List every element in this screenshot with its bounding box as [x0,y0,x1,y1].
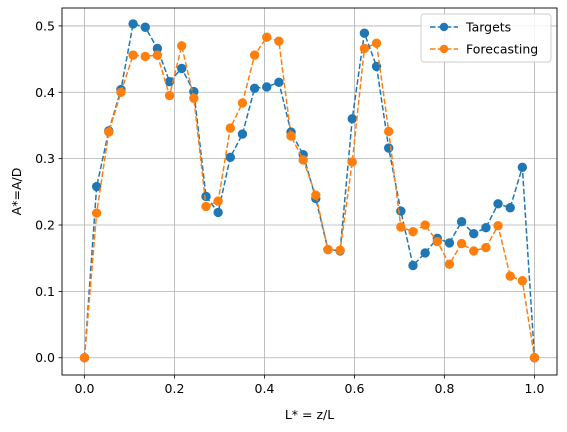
series-forecasting [79,32,540,363]
x-axis-label: L* = z/L [285,407,334,422]
data-point [323,244,333,255]
data-point [432,236,442,247]
data-point [140,51,150,62]
data-point [420,248,430,258]
y-axis-label: A*=A/D [9,168,24,216]
data-point [493,199,503,209]
data-point [237,129,248,139]
data-point [274,77,284,88]
data-point [249,50,260,60]
data-point [128,50,138,60]
data-point [444,259,455,269]
x-tick-label: 1.0 [525,381,545,396]
data-point [91,208,102,218]
data-point [104,127,114,137]
x-tick-label: 0.2 [165,381,185,396]
data-point [262,82,272,92]
data-point [481,242,491,253]
data-point [359,28,370,38]
data-point [225,123,236,133]
legend-label: Targets [465,20,511,35]
data-point [505,203,515,213]
data-point [481,222,491,233]
data-point [384,126,394,137]
data-point [91,181,102,192]
data-point [517,162,528,172]
data-point [456,216,467,227]
data-point [469,228,479,239]
data-point [529,353,540,363]
data-point [177,41,187,51]
data-point [201,201,211,212]
plot-frame [61,7,558,376]
data-point [225,152,236,163]
x-tick-label: 0.0 [75,381,95,396]
data-point [335,245,345,255]
data-point [249,83,260,94]
series-layer [79,19,540,363]
data-point [213,196,223,206]
data-point [116,87,126,97]
y-tick-label: 0.4 [35,85,55,100]
data-point [152,50,163,60]
data-point [359,43,370,54]
data-point [517,276,528,286]
data-point [298,155,308,165]
data-point [408,226,418,237]
data-point [189,93,199,103]
data-point [237,98,248,108]
data-point [274,36,284,46]
y-tick-label: 0.0 [35,350,55,365]
y-tick-label: 0.2 [35,218,55,233]
data-point [396,206,406,216]
data-point [164,90,175,101]
data-point [128,19,138,29]
ticks: 0.0 0.2 0.4 0.6 0.8 1.0 0.0 0.1 0.2 0.3 0.4 0.5 [35,18,544,396]
y-tick-label: 0.3 [35,151,55,166]
data-point [505,271,515,281]
data-point [177,63,187,74]
x-tick-label: 0.6 [345,381,365,396]
legend-swatch-marker [439,44,449,54]
y-tick-label: 0.5 [35,18,55,33]
data-point [420,220,430,230]
data-point [286,131,296,141]
data-point [396,222,406,232]
data-point [262,32,272,42]
data-point [140,22,150,32]
data-point [347,114,357,124]
data-point [347,157,357,167]
x-tick-label: 0.8 [435,381,455,396]
legend-label: Forecasting [466,42,538,57]
y-tick-label: 0.1 [35,284,55,299]
x-tick-label: 0.4 [255,381,275,396]
data-point [213,207,223,218]
data-point [456,238,467,249]
data-point [408,260,418,271]
data-point [311,190,321,200]
data-point [493,220,503,231]
data-point [469,246,479,256]
data-point [371,61,382,72]
legend-swatch-marker [439,22,449,32]
data-point [79,353,90,363]
data-point [371,38,382,48]
data-point [444,238,455,248]
legend-box [420,13,552,63]
legend: Targets Forecasting [420,13,552,63]
data-point [201,191,211,202]
